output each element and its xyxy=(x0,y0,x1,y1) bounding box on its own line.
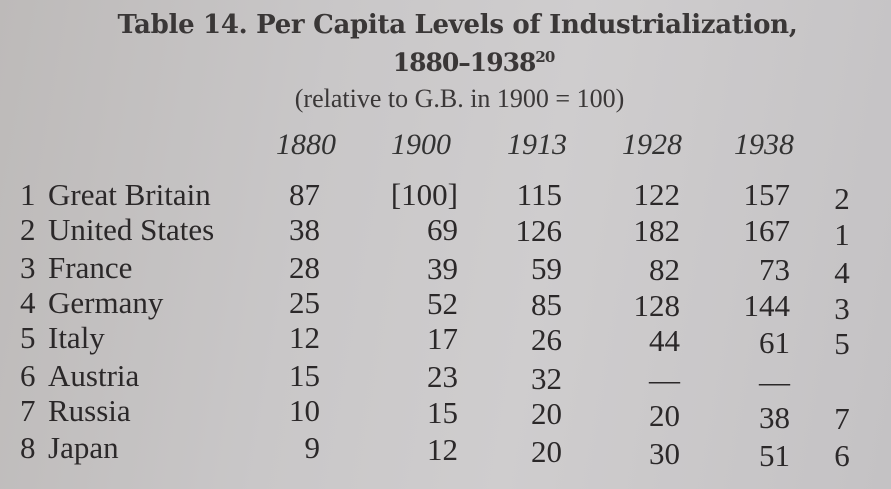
value-1880: 12 xyxy=(289,320,320,355)
country-name: Great Britain xyxy=(48,177,211,212)
table-row: 5 Italy 12 17 26 44 61 5 xyxy=(0,320,891,361)
table-row: 2 United States 38 69 126 182 167 1 xyxy=(0,212,891,252)
value-1928: 122 xyxy=(633,177,681,212)
row-number: 4 xyxy=(20,285,36,320)
rank-1938: 3 xyxy=(834,290,850,326)
country-name: United States xyxy=(48,212,215,247)
value-1880: 15 xyxy=(289,358,320,393)
country-name: Russia xyxy=(48,393,131,428)
row-number: 2 xyxy=(20,212,36,247)
value-1938: 61 xyxy=(759,324,790,360)
table-row: 4 Germany 25 52 85 128 144 3 xyxy=(0,285,891,326)
value-1928: 128 xyxy=(633,287,681,323)
value-1913: 126 xyxy=(515,212,563,248)
value-1880: 28 xyxy=(289,250,320,285)
value-1928: 20 xyxy=(649,398,680,434)
rank-1938: 1 xyxy=(834,216,850,252)
value-1900: 12 xyxy=(427,432,458,467)
value-1938: 167 xyxy=(743,213,791,249)
value-1900: 39 xyxy=(427,250,458,286)
rank-1938: 4 xyxy=(834,255,850,291)
value-1913: 26 xyxy=(531,322,562,358)
country-name: France xyxy=(48,250,133,285)
value-1900: 17 xyxy=(427,321,458,357)
column-header-1900: 1900 xyxy=(391,128,451,161)
years-range: 1880–1938 xyxy=(392,48,537,77)
value-1928: 44 xyxy=(649,323,680,359)
row-number: 6 xyxy=(20,358,36,393)
footnote-ref: 20 xyxy=(535,48,555,66)
value-1938: — xyxy=(759,363,790,399)
value-1928: 30 xyxy=(649,436,680,471)
value-1880: 25 xyxy=(289,285,320,320)
column-header-1880: 1880 xyxy=(276,128,336,161)
row-number: 1 xyxy=(20,177,36,212)
value-1928: — xyxy=(649,362,680,398)
value-1913: 85 xyxy=(531,286,562,322)
value-1900: 69 xyxy=(427,212,458,248)
row-number: 3 xyxy=(20,250,36,285)
value-1913: 20 xyxy=(531,434,562,469)
value-1880: 38 xyxy=(289,212,320,247)
value-1880: 87 xyxy=(289,177,320,212)
table-row: 6 Austria 15 23 32 — — xyxy=(0,358,891,399)
table-title: Table 14. Per Capita Levels of Industria… xyxy=(117,10,798,40)
value-1938: 144 xyxy=(743,288,791,324)
value-1938: 157 xyxy=(743,177,791,212)
value-1880: 9 xyxy=(304,430,321,465)
table-row: 8 Japan 9 12 20 30 51 6 xyxy=(0,430,891,473)
value-1913: 32 xyxy=(531,360,562,396)
value-1900: 15 xyxy=(427,394,458,430)
table-row: 1 Great Britain 87 [100] 115 122 157 2 xyxy=(0,177,891,216)
column-header-1928: 1928 xyxy=(622,128,682,161)
value-1913: 59 xyxy=(531,251,562,287)
value-1900: 23 xyxy=(427,359,458,395)
value-1880: 10 xyxy=(289,393,320,428)
rank-1938: 2 xyxy=(834,181,850,216)
value-1928: 182 xyxy=(633,212,681,248)
table-subtitle: (relative to G.B. in 1900 = 100) xyxy=(294,84,625,113)
row-number: 7 xyxy=(20,393,36,428)
column-header-1938: 1938 xyxy=(734,128,794,161)
row-number: 5 xyxy=(20,320,36,355)
row-number: 8 xyxy=(20,430,36,465)
rank-1938: 7 xyxy=(834,400,850,436)
country-name: Austria xyxy=(48,358,140,393)
rank-1938: 5 xyxy=(834,326,850,362)
column-header-1913: 1913 xyxy=(507,128,567,161)
value-1900: [100] xyxy=(390,177,458,212)
value-1938: 73 xyxy=(759,252,790,288)
value-1900: 52 xyxy=(427,285,458,321)
value-1938: 51 xyxy=(759,438,790,473)
rank-1938: 6 xyxy=(834,438,850,474)
value-1928: 82 xyxy=(649,251,680,287)
country-name: Germany xyxy=(48,285,164,320)
country-name: Japan xyxy=(48,430,119,465)
value-1913: 115 xyxy=(516,177,562,212)
table-title-years: 1880–193820 xyxy=(28,48,891,77)
table-row: 3 France 28 39 59 82 73 4 xyxy=(0,250,891,290)
table-row: 7 Russia 10 15 20 20 38 7 xyxy=(0,393,891,436)
value-1913: 20 xyxy=(531,396,562,432)
value-1938: 38 xyxy=(759,399,790,435)
country-name: Italy xyxy=(48,320,105,355)
